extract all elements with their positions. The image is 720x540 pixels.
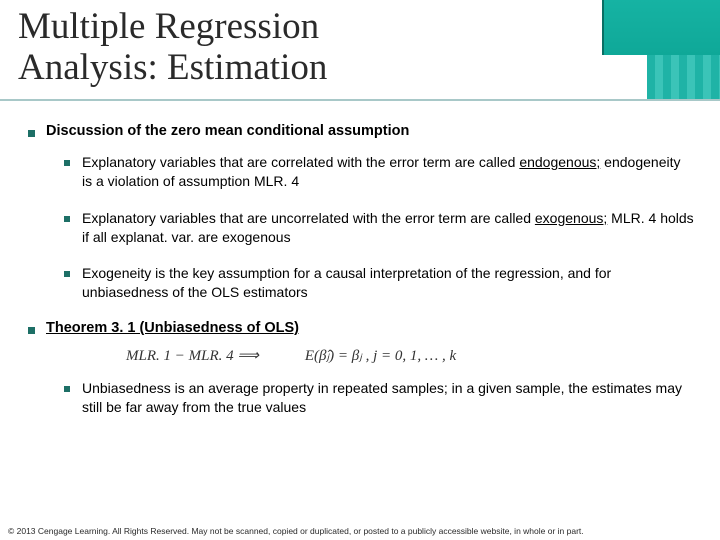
bullet-exogeneity-key: Exogeneity is the key assumption for a c… bbox=[82, 264, 698, 302]
bullet-unbiasedness: Unbiasedness is an average property in r… bbox=[82, 379, 698, 417]
title-line-2: Analysis: Estimation bbox=[18, 47, 327, 88]
decoration-stripes bbox=[647, 55, 720, 99]
bullet-exogenous: Explanatory variables that are uncorrela… bbox=[82, 209, 698, 247]
term-endogenous: endogenous; bbox=[519, 154, 600, 170]
section-heading: Theorem 3. 1 (Unbiasedness of OLS) bbox=[46, 320, 698, 336]
top-list: Discussion of the zero mean conditional … bbox=[46, 123, 698, 417]
decoration-white bbox=[602, 55, 647, 99]
title-block: Multiple Regression Analysis: Estimation bbox=[0, 0, 602, 99]
text: Explanatory variables that are uncorrela… bbox=[82, 210, 535, 226]
decoration-bottom bbox=[602, 55, 720, 99]
text: Unbiasedness is an average property in r… bbox=[82, 380, 682, 415]
title-line-1: Multiple Regression bbox=[18, 6, 319, 47]
text: Explanatory variables that are correlate… bbox=[82, 154, 519, 170]
sub-list: Explanatory variables that are correlate… bbox=[82, 153, 698, 302]
formula: MLR. 1 − MLR. 4 ⟹ E(β̂ⱼ) = βⱼ , j = 0, 1… bbox=[126, 346, 698, 365]
sub-list: Unbiasedness is an average property in r… bbox=[82, 379, 698, 417]
slide-header: Multiple Regression Analysis: Estimation bbox=[0, 0, 720, 101]
formula-right: E(β̂ⱼ) = βⱼ , j = 0, 1, … , k bbox=[305, 346, 456, 365]
section-heading: Discussion of the zero mean conditional … bbox=[46, 123, 698, 139]
slide-title: Multiple Regression Analysis: Estimation bbox=[18, 6, 590, 89]
term-exogenous: exogenous; bbox=[535, 210, 607, 226]
section-discussion: Discussion of the zero mean conditional … bbox=[46, 123, 698, 302]
bullet-endogenous: Explanatory variables that are correlate… bbox=[82, 153, 698, 191]
slide-content: Discussion of the zero mean conditional … bbox=[0, 101, 720, 417]
section-theorem: Theorem 3. 1 (Unbiasedness of OLS) MLR. … bbox=[46, 320, 698, 417]
text: Exogeneity is the key assumption for a c… bbox=[82, 265, 611, 300]
formula-left: MLR. 1 − MLR. 4 ⟹ bbox=[126, 346, 259, 365]
decoration-teal-block bbox=[602, 0, 720, 55]
header-decoration bbox=[602, 0, 720, 99]
copyright-footer: © 2013 Cengage Learning. All Rights Rese… bbox=[0, 526, 720, 536]
